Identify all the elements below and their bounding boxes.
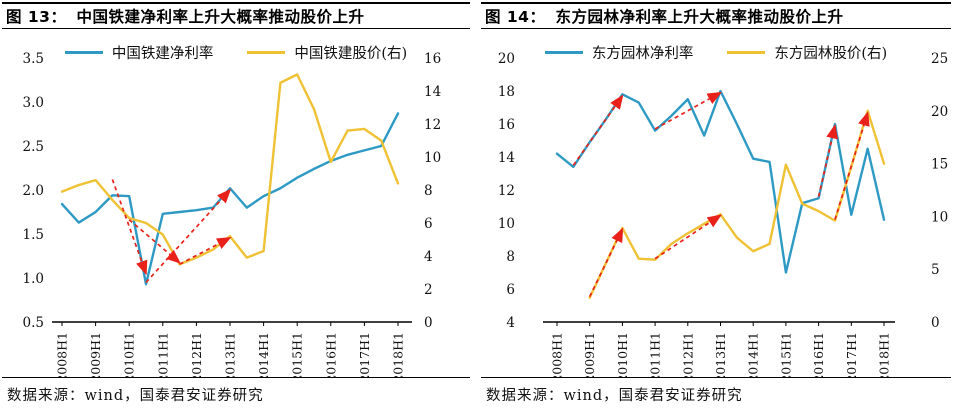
figure-13-title: 图 13： 中国铁建净利率上升大概率推动股价上升	[6, 5, 469, 27]
left-axis-tick-label: 6	[506, 282, 515, 298]
x-axis-tick-label: 2012H1	[680, 332, 695, 377]
x-axis-tick-label: 2013H1	[713, 332, 728, 377]
stock-price-line	[60, 73, 400, 266]
left-axis-tick-label: 10	[498, 216, 515, 232]
x-axis-tick-label: 2017H1	[357, 332, 372, 377]
net-margin-line	[555, 89, 886, 274]
title-divider-rule	[481, 28, 951, 29]
right-axis-tick-label: 0	[931, 315, 940, 331]
x-axis-tick-label: 2014H1	[746, 332, 761, 377]
trend-arrow	[817, 123, 838, 197]
trend-arrow	[145, 188, 232, 283]
left-axis-tick-label: 1.5	[23, 227, 44, 243]
x-axis-tick-label: 2008H1	[55, 332, 70, 377]
trend-arrow	[834, 111, 870, 220]
x-axis-tick-label: 2018H1	[391, 332, 406, 377]
figure-14-title: 图 14： 东方园林净利率上升大概率推动股价上升	[485, 5, 950, 27]
right-axis-tick-label: 4	[424, 249, 433, 265]
x-axis-tick-label: 2013H1	[223, 332, 238, 377]
x-axis-tick-label: 2018H1	[877, 332, 892, 377]
left-axis-tick-label: 1.0	[23, 271, 44, 287]
figure-14-chart-area: 20 18 16 14 12 10 8 6 4 25 20 15 10 5 0 2008H1 2009H1 201…	[481, 30, 951, 377]
trend-arrow	[128, 219, 181, 264]
right-axis-tick-label: 2	[424, 282, 433, 298]
right-axis-tick-label: 25	[931, 51, 948, 67]
trend-arrow	[588, 227, 624, 298]
x-axis-tick-label: 2008H1	[550, 332, 565, 377]
trend-arrow	[654, 91, 722, 130]
x-axis-tick-label: 2010H1	[615, 332, 630, 377]
right-axis-tick-label: 5	[931, 262, 940, 278]
left-axis-tick-label: 12	[498, 183, 515, 199]
x-axis-tick-label: 2010H1	[122, 332, 137, 377]
right-axis-tick-label: 20	[931, 104, 948, 120]
left-axis-tick-label: 16	[498, 117, 515, 133]
left-axis-tick-label: 18	[498, 84, 515, 100]
x-axis-tick-label: 2016H1	[323, 332, 338, 377]
trend-arrow	[179, 237, 232, 266]
x-axis-tick-label: 2012H1	[189, 332, 204, 377]
x-axis-tick-label: 2015H1	[290, 332, 305, 377]
left-axis-tick-label: 3.0	[23, 95, 44, 111]
top-border-rule	[2, 2, 470, 4]
x-axis-tick-label: 2009H1	[88, 332, 103, 377]
x-axis-tick-label: 2016H1	[811, 332, 826, 377]
stock-price-line	[588, 109, 886, 299]
right-axis-tick-label: 14	[424, 84, 441, 100]
trend-arrow	[654, 214, 722, 260]
title-divider-rule	[2, 28, 470, 29]
left-axis-tick-label: 2.0	[23, 183, 44, 199]
figure-14-chart-canvas: 20 18 16 14 12 10 8 6 4 25 20 15 10 5 0 2008H1 2009H1 201…	[498, 51, 948, 377]
right-axis-tick-label: 0	[424, 315, 433, 331]
figure-title-text: 中国铁建净利率上升大概率推动股价上升	[76, 8, 365, 26]
right-axis-tick-label: 10	[931, 209, 948, 225]
left-axis-tick-label: 2.5	[23, 139, 44, 155]
right-axis-tick-label: 12	[424, 117, 441, 133]
x-axis-tick-label: 2011H1	[648, 332, 663, 377]
x-axis-tick-label: 2017H1	[844, 332, 859, 377]
right-axis-tick-label: 16	[424, 51, 441, 67]
right-axis-tick-label: 10	[424, 150, 441, 166]
x-axis-tick-label: 2009H1	[582, 332, 597, 377]
left-axis-tick-label: 14	[498, 150, 515, 166]
right-axis-tick-label: 6	[424, 216, 433, 232]
left-axis-tick-label: 3.5	[23, 51, 44, 67]
data-source-note: 数据来源：wind，国泰君安证券研究	[7, 388, 264, 404]
figure-number-label: 图 14：	[485, 8, 546, 26]
left-axis-tick-label: 0.5	[23, 315, 44, 331]
x-axis-tick-label: 2011H1	[155, 332, 170, 377]
right-axis-tick-label: 8	[424, 183, 433, 199]
top-border-rule	[481, 2, 951, 4]
trend-arrow	[111, 179, 148, 276]
figure-13-chart-canvas: 3.5 3.0 2.5 2.0 1.5 1.0 0.5 16 14 12 10 8 6 4 2 0 2008H1…	[23, 51, 442, 377]
figure-14-panel: 图 14： 东方园林净利率上升大概率推动股价上升 20 18 16 14 12 10 8 6 4 2…	[481, 0, 951, 417]
figure-13-chart-area: 3.5 3.0 2.5 2.0 1.5 1.0 0.5 16 14 12 10 8 6 4 2 0 2008H1…	[2, 30, 470, 377]
left-axis-tick-label: 20	[498, 51, 515, 67]
left-axis-tick-label: 4	[506, 315, 515, 331]
left-axis-tick-label: 8	[506, 249, 515, 265]
right-axis-tick-label: 15	[931, 157, 948, 173]
x-axis-tick-label: 2015H1	[778, 332, 793, 377]
figure-13-panel: 图 13： 中国铁建净利率上升大概率推动股价上升 3.5 3.0 2.5 2.0 1.5 1…	[2, 0, 470, 417]
trend-arrow	[572, 94, 624, 166]
source-divider-rule	[2, 377, 470, 378]
x-axis-tick-label: 2014H1	[256, 332, 271, 377]
figure-title-text: 东方园林净利率上升大概率推动股价上升	[555, 8, 844, 26]
source-divider-rule	[481, 377, 951, 378]
data-source-note: 数据来源：wind，国泰君安证券研究	[486, 388, 743, 404]
figure-number-label: 图 13：	[6, 8, 67, 26]
